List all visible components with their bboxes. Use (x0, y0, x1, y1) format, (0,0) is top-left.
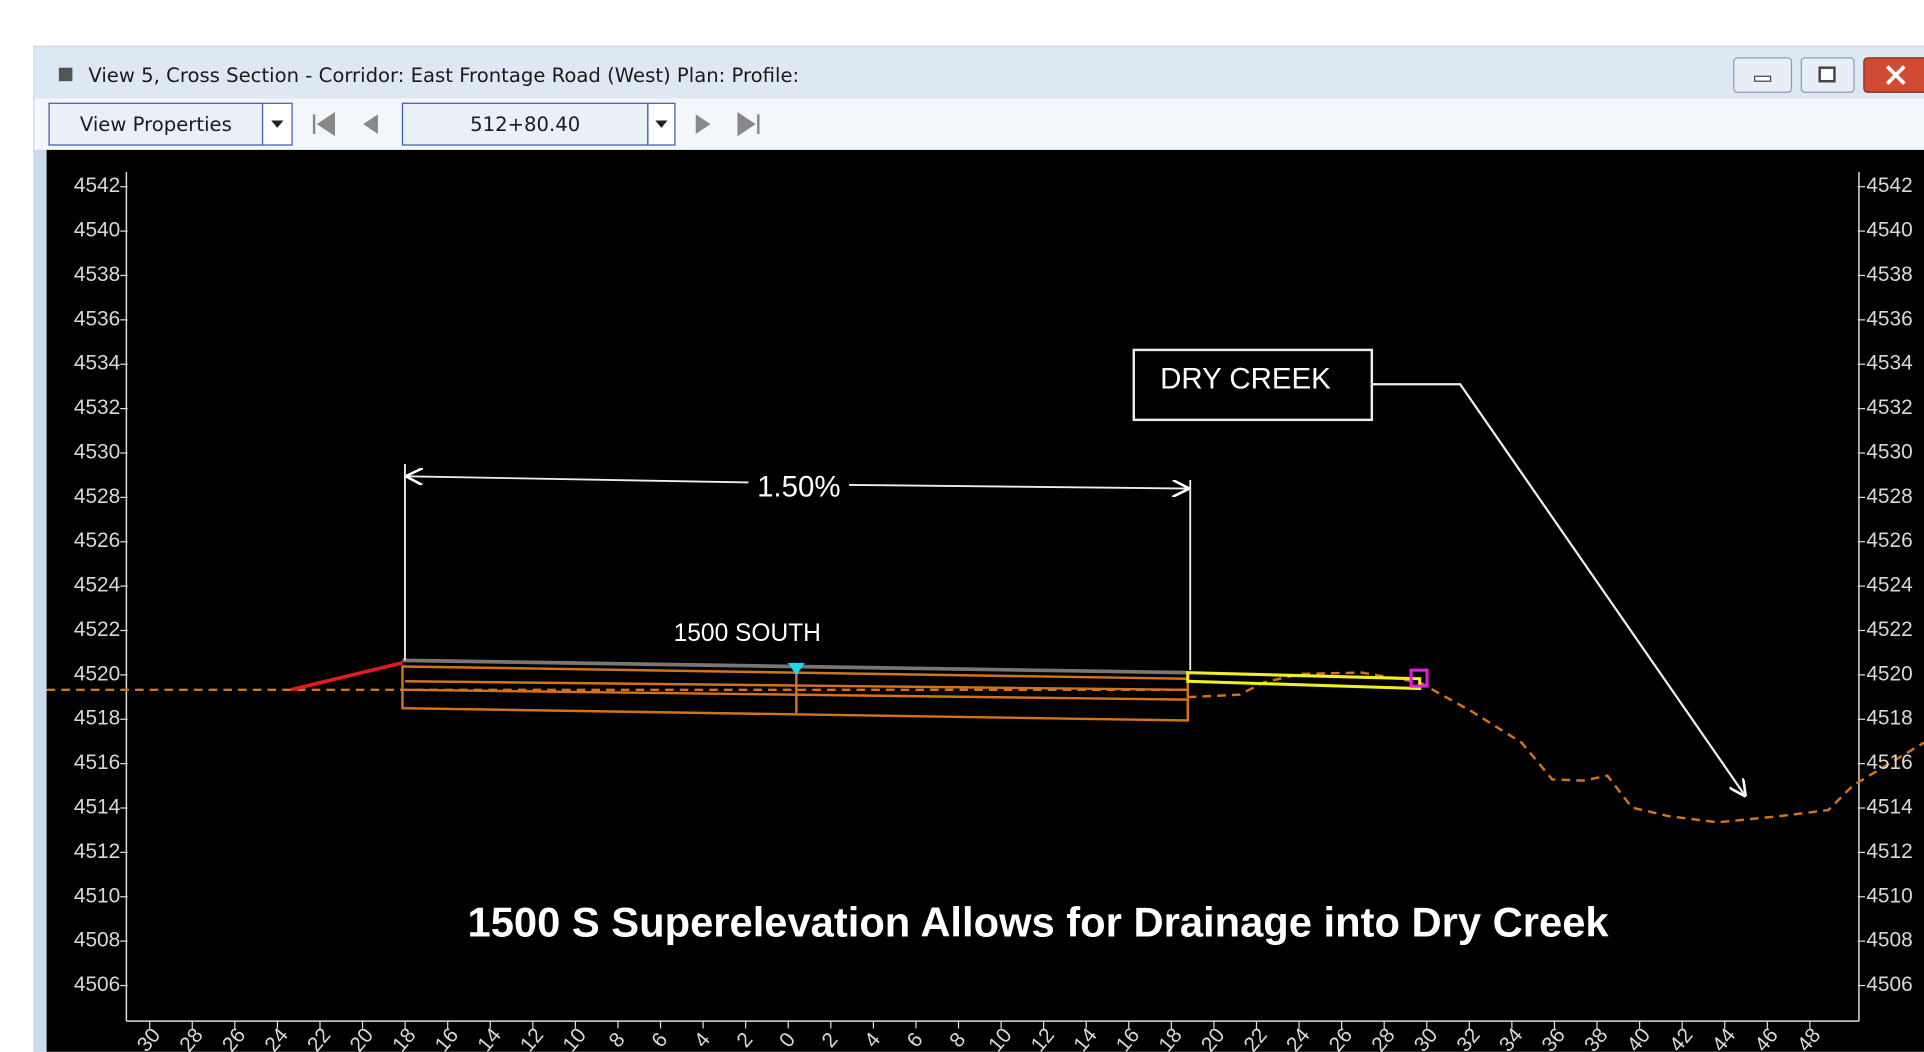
y-tick-label: 4528 (1866, 485, 1912, 508)
y-tick-label: 4542 (1866, 174, 1912, 197)
y-tick-label: 4538 (1866, 263, 1912, 286)
title-bar (34, 46, 1924, 99)
y-tick-label: 4518 (74, 707, 120, 730)
y-tick-label: 4516 (1866, 751, 1912, 774)
next-button[interactable] (695, 114, 711, 134)
first-button[interactable] (312, 112, 335, 137)
y-tick-label: 4506 (1866, 973, 1912, 996)
y-tick-label: 4516 (74, 751, 120, 774)
axes (125, 171, 1860, 1022)
station-value: 512+80.40 (470, 113, 580, 136)
maximize-icon (1818, 66, 1836, 83)
centerline-marker (787, 662, 805, 676)
y-tick-label: 4508 (1866, 929, 1912, 952)
y-tick-label: 4522 (74, 618, 120, 641)
y-tick-label: 4540 (1866, 219, 1912, 242)
close-icon (1885, 65, 1906, 85)
y-tick-label: 4524 (74, 574, 120, 597)
grade-label: 1.50% (757, 470, 840, 503)
y-tick-label: 4520 (74, 662, 120, 685)
y-tick-label: 4530 (74, 440, 120, 463)
dimension-arrow (407, 476, 749, 482)
y-tick-label: 4524 (1866, 574, 1912, 597)
creek-label: DRY CREEK (1160, 362, 1331, 395)
y-tick-label: 4514 (74, 796, 120, 819)
y-tick-label: 4540 (74, 219, 120, 242)
y-tick-label: 4518 (1866, 707, 1912, 730)
callout-leader (1371, 383, 1745, 795)
y-tick-label: 4508 (74, 929, 120, 952)
y-tick-label: 4510 (1866, 884, 1912, 907)
y-tick-label: 4542 (74, 174, 120, 197)
station-field[interactable] (401, 102, 649, 146)
y-tick-label: 4532 (74, 396, 120, 419)
pavement-section (401, 665, 1190, 722)
y-tick-label: 4532 (1866, 396, 1912, 419)
view-properties-dropdown[interactable] (261, 102, 293, 146)
y-tick-label: 4510 (74, 884, 120, 907)
y-tick-label: 4512 (1866, 840, 1912, 863)
window-icon (58, 67, 73, 82)
dropdown-arrow (271, 120, 284, 128)
y-tick-label: 4534 (1866, 352, 1912, 375)
last-button[interactable] (737, 112, 760, 137)
point-marker (1409, 668, 1429, 688)
existing-ground (46, 671, 1924, 824)
y-tick-label: 4536 (74, 307, 120, 330)
y-tick-label: 4512 (74, 840, 120, 863)
previous-button[interactable] (363, 114, 378, 134)
toolbar (34, 98, 1924, 150)
y-tick-label: 4538 (74, 263, 120, 286)
y-tick-label: 4534 (74, 352, 120, 375)
y-tick-label: 4522 (1866, 618, 1912, 641)
minimize-button[interactable] (1733, 57, 1793, 93)
window-title: View 5, Cross Section - Corridor: East F… (88, 64, 799, 87)
side-slope (290, 661, 403, 692)
dimension-arrow (849, 485, 1188, 489)
y-tick-label: 4520 (1866, 662, 1912, 685)
dropdown-arrow (655, 120, 668, 128)
y-tick-label: 4506 (74, 973, 120, 996)
view-properties-label: View Properties (80, 113, 232, 136)
minimize-icon (1754, 75, 1772, 82)
y-tick-label: 4530 (1866, 440, 1912, 463)
y-tick-label: 4528 (74, 485, 120, 508)
caption: 1500 S Superelevation Allows for Drainag… (468, 898, 1610, 945)
y-tick-label: 4526 (1866, 529, 1912, 552)
road-label: 1500 SOUTH (674, 620, 821, 647)
shoulder (1186, 671, 1422, 691)
y-tick-label: 4514 (1866, 796, 1912, 819)
y-tick-label: 4536 (1866, 307, 1912, 330)
y-tick-label: 4526 (74, 529, 120, 552)
